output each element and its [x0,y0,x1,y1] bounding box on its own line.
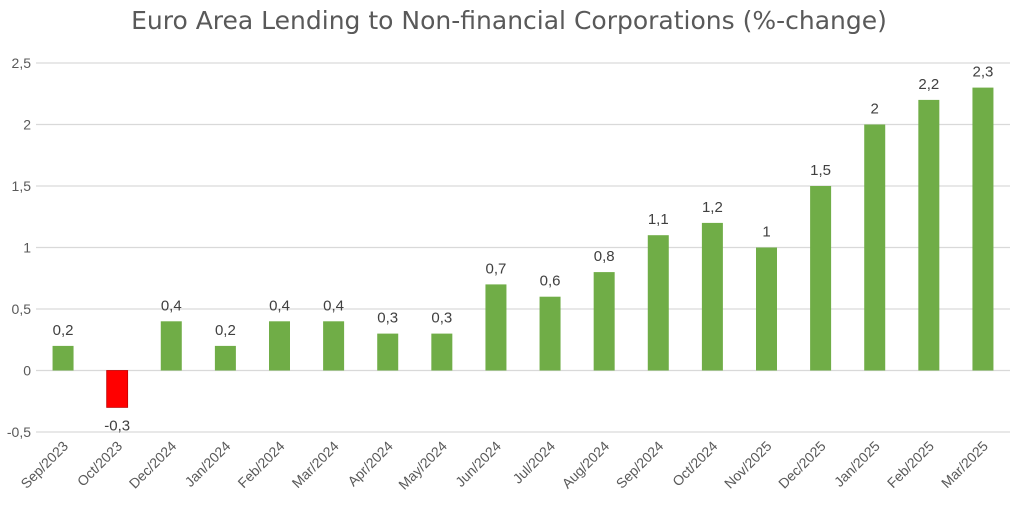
bar [864,124,886,371]
data-label: 2,3 [973,64,994,81]
x-tick-label: Jul/2024 [509,438,558,487]
data-label: 0,2 [53,322,74,339]
bar [485,284,507,371]
y-tick-label: 0,5 [12,301,32,317]
bar [756,247,777,371]
x-tick-label: Sep/2024 [613,438,667,492]
bar [539,296,561,371]
y-tick-label: 0 [23,363,31,379]
x-tick-label: Aug/2024 [559,438,613,492]
x-tick-label: Dec/2024 [126,438,180,492]
y-tick-label: 2 [23,117,31,133]
x-tick-label: Jan/2024 [181,438,233,490]
x-tick-label: Dec/2025 [775,438,829,492]
x-tick-label: Oct/2024 [669,438,721,490]
bar [431,333,453,371]
bar [918,99,940,371]
x-tick-label: Feb/2025 [884,438,937,491]
x-tick-label: Jun/2024 [452,438,504,490]
chart-title: Euro Area Lending to Non-financial Corpo… [131,6,887,35]
bar [593,272,615,371]
data-label: 0,4 [323,297,344,314]
bar [214,345,236,371]
bar [377,333,399,371]
bar [106,370,129,408]
x-tick-label: Feb/2024 [234,438,287,491]
data-label: 0,4 [269,297,290,314]
bar [269,321,290,371]
x-tick-label: May/2024 [395,438,450,493]
y-tick-label: -0,5 [7,424,31,440]
x-tick-label: Nov/2025 [721,438,775,492]
x-tick-label: Sep/2023 [17,438,71,492]
bar [160,321,182,371]
data-label: 0,2 [215,322,236,339]
data-label: 0,6 [540,273,561,290]
bar [52,345,74,371]
data-label: 0,4 [161,297,182,314]
x-tick-label: Mar/2024 [289,438,342,491]
data-label: 0,3 [431,310,452,327]
bar [972,87,994,371]
data-label: 1 [762,224,770,241]
bar [810,186,832,371]
x-tick-label: Oct/2023 [74,438,126,490]
x-tick-label: Jan/2025 [831,438,883,490]
data-label: 1,1 [648,211,669,228]
data-label: -0,3 [104,417,130,434]
y-tick-label: 1 [23,240,31,256]
data-label: 0,3 [377,310,398,327]
bar [701,222,723,371]
data-label: 0,8 [594,248,615,265]
y-tick-label: 1,5 [12,178,32,194]
data-label: 0,7 [486,260,507,277]
y-tick-label: 2,5 [12,55,32,71]
bar [323,321,345,371]
x-tick-label: Mar/2025 [938,438,991,491]
bar [647,235,669,371]
x-tick-label: Apr/2024 [344,438,396,490]
data-label: 2 [871,101,879,118]
data-label: 1,5 [810,162,831,179]
data-label: 2,2 [918,76,939,93]
data-label: 1,2 [702,199,723,216]
